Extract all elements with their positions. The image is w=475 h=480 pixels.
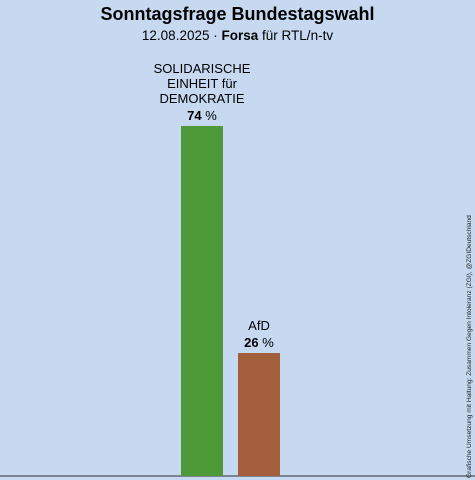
category-label-1: SOLIDARISCHE EINHEIT für DEMOKRATIE (154, 61, 251, 106)
bar-2 (238, 353, 280, 476)
poll-client: für RTL/n-tv (262, 28, 334, 43)
separator-dot: · (213, 28, 218, 43)
pollster-name: Forsa (221, 28, 259, 43)
value-label-2: 26 % (244, 335, 274, 350)
category-label-2: AfD (248, 318, 270, 333)
bar-1 (181, 125, 223, 476)
credit-line: Grafische Umsetzung mit Haltung: Zusamme… (466, 215, 473, 478)
chart-title: Sonntagsfrage Bundestagswahl (100, 4, 375, 24)
poll-date: 12.08.2025 (141, 28, 210, 43)
value-label-1: 74 % (187, 108, 217, 123)
chart-subtitle: 12.08.2025 · Forsa für RTL/n-tv (0, 28, 475, 43)
